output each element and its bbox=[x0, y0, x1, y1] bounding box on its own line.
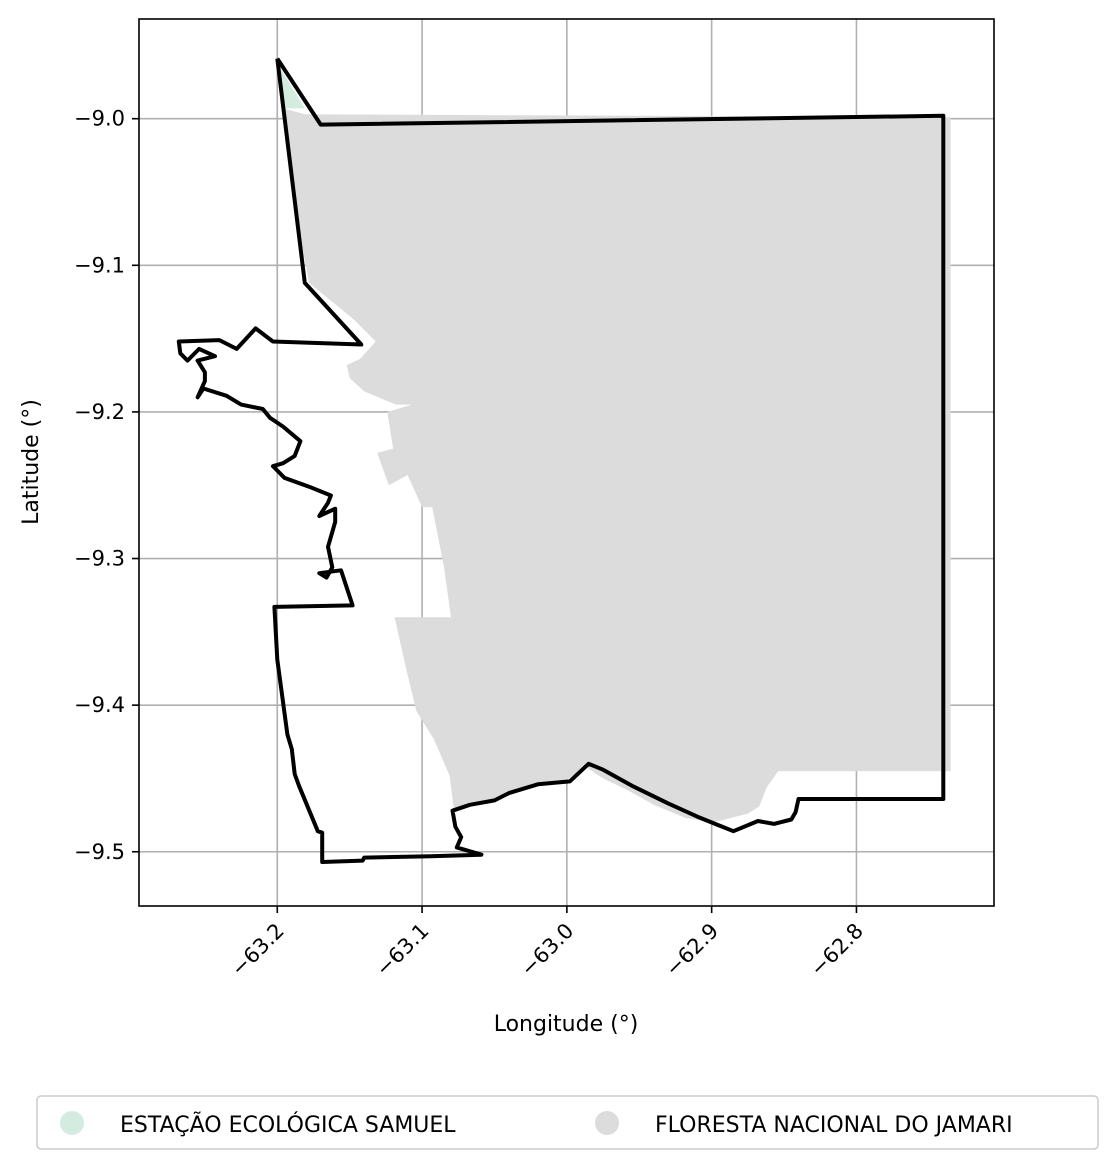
y-tick-label: −9.1 bbox=[74, 253, 125, 277]
legend-swatch-samuel bbox=[60, 1111, 84, 1135]
y-tick-label: −9.5 bbox=[74, 840, 125, 864]
y-axis-label: Latitude (°) bbox=[19, 399, 44, 525]
legend-frame bbox=[36, 1095, 1099, 1150]
x-axis-ticks: −63.2 −63.1 −63.0 −62.9 −62.8 bbox=[226, 906, 868, 981]
legend: ESTAÇÃO ECOLÓGICA SAMUEL FLORESTA NACION… bbox=[36, 1095, 1099, 1150]
y-tick-label: −9.4 bbox=[74, 693, 125, 717]
y-tick-label: −9.3 bbox=[74, 547, 125, 571]
x-tick-label: −62.9 bbox=[661, 919, 723, 981]
x-tick-label: −62.8 bbox=[806, 919, 868, 981]
y-tick-label: −9.0 bbox=[74, 107, 125, 131]
legend-label-jamari: FLORESTA NACIONAL DO JAMARI bbox=[655, 1113, 1013, 1138]
area-floresta-nacional-jamari bbox=[283, 108, 951, 823]
x-tick-label: −63.0 bbox=[516, 919, 578, 981]
x-tick-label: −63.1 bbox=[371, 919, 433, 981]
legend-label-samuel: ESTAÇÃO ECOLÓGICA SAMUEL bbox=[120, 1111, 456, 1138]
x-tick-label: −63.2 bbox=[226, 919, 288, 981]
legend-swatch-jamari bbox=[595, 1111, 619, 1135]
area-estacao-ecologica-samuel bbox=[277, 63, 305, 109]
x-axis-label: Longitude (°) bbox=[494, 1012, 639, 1037]
protected-areas bbox=[277, 63, 951, 823]
y-tick-label: −9.2 bbox=[74, 400, 125, 424]
y-axis-ticks: −9.0 −9.1 −9.2 −9.3 −9.4 −9.5 bbox=[74, 107, 139, 864]
municipality-boundary bbox=[176, 57, 946, 864]
